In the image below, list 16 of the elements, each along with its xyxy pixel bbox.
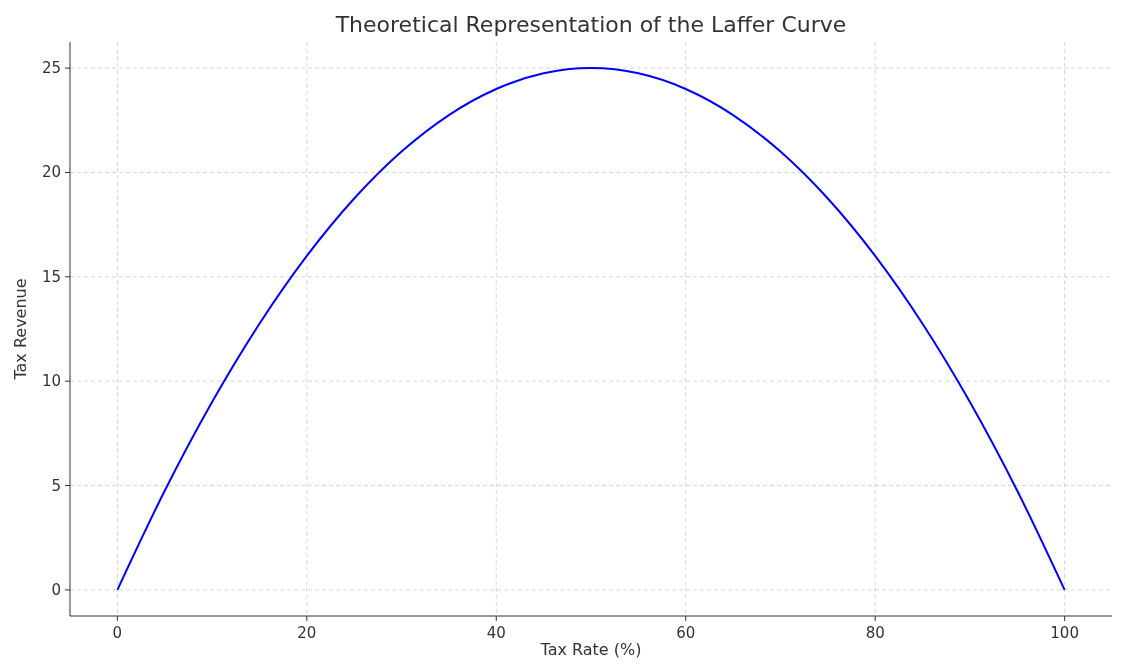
line-series (116, 67, 1066, 591)
y-tick-label: 10 (41, 372, 61, 391)
y-tick-label: 20 (41, 163, 61, 182)
chart-title: Theoretical Representation of the Laffer Curve (334, 12, 847, 37)
y-tick-label: 25 (41, 59, 61, 78)
x-tick-label: 80 (865, 624, 885, 642)
y-tick-label: 15 (41, 267, 61, 286)
x-axis-title: Tax Rate (%) (539, 640, 642, 659)
x-tick-label: 100 (1050, 624, 1079, 642)
x-tick-label: 20 (297, 624, 317, 642)
y-tick-label: 0 (51, 580, 61, 599)
x-tick-label: 40 (486, 624, 506, 642)
x-tick-label: 0 (112, 624, 123, 642)
y-tick-label: 5 (51, 476, 61, 495)
y-axis-title: Tax Revenue (11, 278, 30, 381)
x-tick-label: 60 (676, 624, 696, 642)
